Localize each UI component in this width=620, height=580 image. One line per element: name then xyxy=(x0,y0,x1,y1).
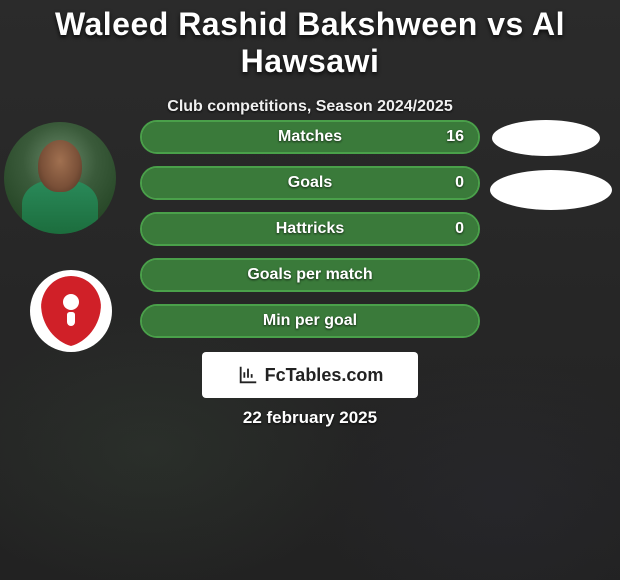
stat-row-goals: Goals 0 xyxy=(140,166,480,200)
stat-label: Goals xyxy=(288,174,332,192)
player1-avatar xyxy=(4,122,116,234)
brand-badge[interactable]: FcTables.com xyxy=(202,352,418,398)
stat-label: Hattricks xyxy=(276,220,344,238)
stat-value: 16 xyxy=(446,128,464,146)
club-badge-icon xyxy=(41,276,101,346)
brand-label: FcTables.com xyxy=(265,365,384,386)
stat-row-gpm: Goals per match xyxy=(140,258,480,292)
stat-value: 0 xyxy=(455,220,464,238)
club-badge-container xyxy=(30,270,112,352)
date-label: 22 february 2025 xyxy=(0,408,620,428)
stats-bars: Matches 16 Goals 0 Hattricks 0 Goals per… xyxy=(140,120,480,350)
stat-label: Goals per match xyxy=(247,266,372,284)
player2-placeholder-1 xyxy=(492,120,600,156)
stat-row-hattricks: Hattricks 0 xyxy=(140,212,480,246)
stat-row-mpg: Min per goal xyxy=(140,304,480,338)
player2-placeholder-2 xyxy=(490,170,612,210)
stat-value: 0 xyxy=(455,174,464,192)
stat-label: Matches xyxy=(278,128,342,146)
stat-label: Min per goal xyxy=(263,312,357,330)
stat-row-matches: Matches 16 xyxy=(140,120,480,154)
subtitle: Club competitions, Season 2024/2025 xyxy=(0,98,620,116)
brand-chart-icon xyxy=(237,364,259,386)
page-title: Waleed Rashid Bakshween vs Al Hawsawi xyxy=(0,0,620,80)
